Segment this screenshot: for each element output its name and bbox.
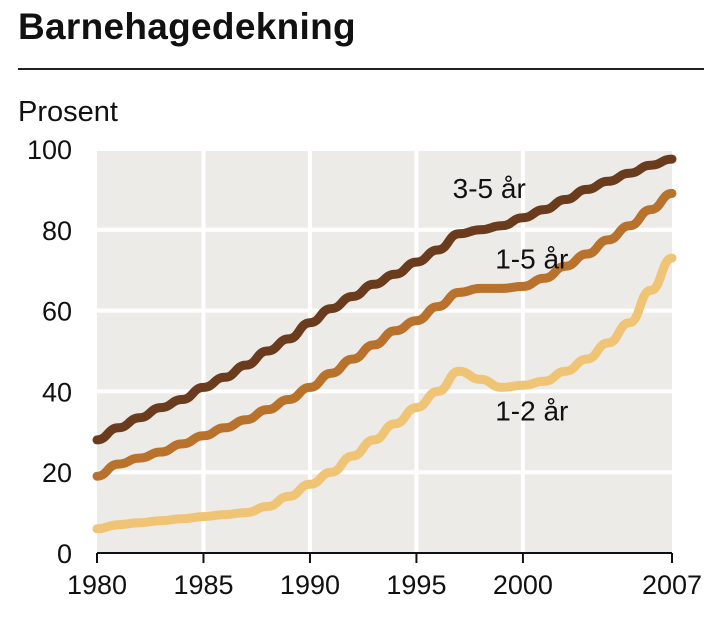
series-line-0 (92, 154, 677, 445)
x-tick-label: 2000 (493, 570, 553, 600)
x-tick-label: 1980 (67, 570, 127, 600)
y-tick-label: 40 (42, 377, 72, 407)
y-tick-label: 80 (42, 216, 72, 246)
series-label: 1-5 år (495, 243, 568, 274)
title-divider (18, 68, 704, 70)
y-axis-unit-label: Prosent (18, 96, 118, 128)
x-axis-ticks: 1980 1985 1990 1995 2000 2007 (67, 552, 702, 600)
series-line-2 (92, 253, 677, 534)
y-tick-label: 20 (42, 458, 72, 488)
x-tick-label: 1995 (386, 570, 446, 600)
x-tick-label: 1985 (173, 570, 233, 600)
series-labels: 3-5 år 1-5 år 1-2 år (453, 173, 569, 427)
y-axis-ticks: 0 20 40 60 80 100 (27, 135, 72, 569)
y-tick-label: 0 (57, 539, 72, 569)
x-tick-label: 1990 (280, 570, 340, 600)
series-line-1 (92, 188, 677, 481)
series-label: 1-2 år (495, 395, 568, 426)
series-label: 3-5 år (453, 173, 526, 204)
gridlines (97, 147, 672, 553)
x-tick-label: 2007 (642, 570, 702, 600)
y-tick-label: 60 (42, 297, 72, 327)
plot-area (97, 149, 672, 553)
series-lines (92, 154, 677, 534)
chart-title: Barnehagedekning (18, 6, 356, 47)
y-tick-label: 100 (27, 135, 72, 165)
